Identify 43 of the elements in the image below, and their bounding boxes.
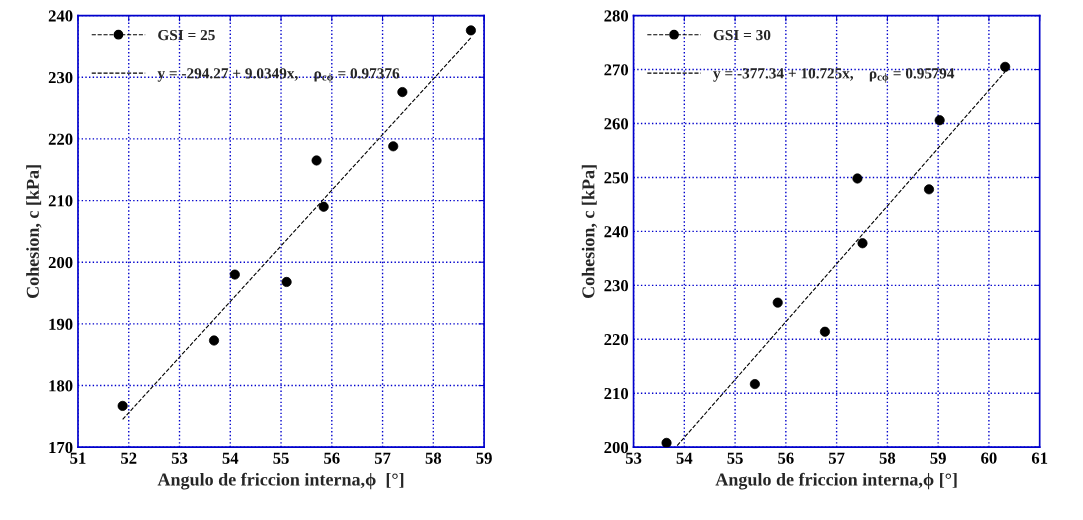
x-tick-label: 55: [273, 452, 289, 464]
y-axis-title: Cohesion, c [kPa]: [581, 165, 598, 298]
legend-label: y = -377.34 + 10.725x, ρ$_{cϕ}$ = 0.95794: [713, 68, 955, 83]
x-tick-label: 53: [625, 452, 642, 464]
x-tick-label: 59: [930, 452, 946, 464]
y-tick-label: 240: [604, 226, 629, 238]
y-tick-label: 240: [48, 10, 73, 22]
x-tick-label: 52: [121, 452, 137, 464]
x-tick-label: 55: [727, 452, 743, 464]
x-tick-label: 59: [476, 452, 492, 464]
y-tick-label: 230: [604, 280, 629, 292]
y-tick-label: 230: [48, 71, 73, 84]
x-tick-label: 61: [1031, 452, 1048, 464]
x-tick-label: 56: [324, 452, 340, 464]
x-tick-label: 57: [828, 452, 845, 464]
x-tick-label: 53: [171, 452, 188, 464]
legend-label: GSI = 30: [713, 29, 771, 41]
x-tick-label: 54: [222, 452, 239, 464]
x-tick-label: 58: [425, 452, 442, 464]
y-tick-label: 200: [604, 441, 629, 454]
legend-label: y = -294.27 + 9.0349x, ρ$_{cϕ}$ = 0.97376: [157, 68, 400, 83]
y-tick-label: 250: [604, 172, 629, 184]
legend-label: GSI = 25: [158, 29, 215, 41]
x-tick-label: 58: [879, 452, 896, 464]
y-tick-label: 180: [49, 380, 73, 392]
y-tick-label: 220: [48, 133, 73, 145]
x-tick-label: 54: [676, 452, 693, 464]
x-tick-label: 57: [374, 452, 391, 464]
x-tick-label: 51: [70, 452, 86, 464]
y-tick-label: 190: [49, 318, 73, 330]
x-axis-title: Angulo de friccion interna,ϕ [°]: [157, 472, 404, 490]
y-tick-label: 200: [48, 256, 73, 269]
y-tick-label: 260: [604, 118, 629, 130]
y-tick-label: 280: [604, 10, 629, 22]
x-axis-title: Angulo de friccion interna,ϕ [°]: [715, 472, 957, 490]
y-tick-label: 170: [49, 441, 73, 454]
y-tick-label: 220: [604, 334, 629, 346]
x-tick-label: 56: [778, 452, 794, 464]
y-tick-label: 210: [604, 387, 629, 400]
y-axis-title: Cohesion, c [kPa]: [26, 165, 42, 298]
x-tick-label: 60: [981, 452, 997, 464]
y-tick-label: 270: [604, 64, 629, 76]
y-tick-label: 210: [48, 195, 73, 207]
